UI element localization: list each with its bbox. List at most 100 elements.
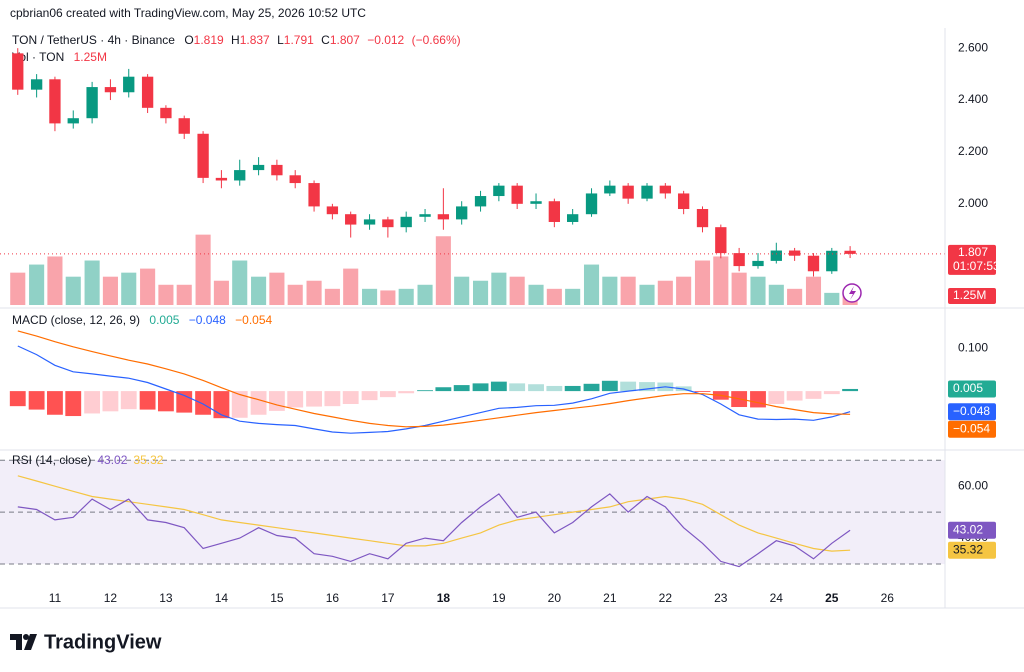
macd-histogram-bar <box>564 385 581 392</box>
volume-bar <box>140 268 156 305</box>
macd-histogram-bar <box>768 391 785 405</box>
candle-body <box>807 255 820 272</box>
x-tick-label: 17 <box>381 591 395 605</box>
candle-body <box>30 79 43 90</box>
candle-body <box>326 206 339 215</box>
rsi-badge: 43.02 <box>953 522 983 536</box>
candle-body <box>715 227 727 254</box>
rsi-ma-badge: 35.32 <box>953 542 983 556</box>
candle-body <box>345 214 357 225</box>
histogram-badge-bg <box>948 380 996 398</box>
macd-value: −0.048 <box>189 313 226 327</box>
candle-body <box>141 76 154 108</box>
x-tick-label: 16 <box>326 591 340 605</box>
macd-histogram-bar <box>176 391 193 413</box>
candle-body <box>788 250 801 256</box>
close-value: 1.807 <box>330 33 360 47</box>
x-tick-label: 19 <box>492 591 506 605</box>
logo: TradingView <box>10 631 162 653</box>
volume-bar <box>583 264 600 305</box>
candle-body <box>641 185 653 199</box>
macd-histogram-bar <box>213 391 230 419</box>
volume-bar <box>362 288 378 305</box>
candle-body <box>659 185 671 194</box>
volume-bar <box>176 284 192 305</box>
volume-bar <box>65 276 81 305</box>
volume-bar <box>195 234 211 305</box>
candle-body <box>456 206 468 220</box>
candle-body <box>770 250 782 261</box>
volume-bar <box>787 288 803 305</box>
volume-bar <box>694 260 711 305</box>
attribution: cpbrian06 created with TradingView.com, … <box>10 6 366 20</box>
signal-line <box>17 330 851 428</box>
macd-histogram-bar <box>417 390 433 392</box>
rsi-line <box>17 493 851 568</box>
macd-histogram-bar <box>287 391 304 408</box>
candle-body <box>308 183 320 207</box>
candle-body <box>400 216 412 228</box>
volume-value: 1.25M <box>74 50 107 64</box>
replay-icon-bolt <box>849 286 856 300</box>
macd-histogram-bar <box>453 385 470 392</box>
candle-body <box>123 76 135 93</box>
logo-mark <box>24 634 37 650</box>
volume-bar <box>750 276 766 305</box>
volume-bar <box>343 268 359 305</box>
x-tick-label: 24 <box>770 591 784 605</box>
macd-histogram-bar <box>509 383 526 392</box>
change: −0.012 <box>367 33 404 47</box>
volume-bar <box>10 272 26 305</box>
x-tick-label: 26 <box>881 591 895 605</box>
candle-body <box>12 53 24 90</box>
volume-legend: Vol · TON 1.25M <box>12 50 107 64</box>
rsi-ma-line <box>17 475 851 552</box>
macd-histogram-bar <box>528 384 544 392</box>
macd-histogram-bar <box>361 391 378 401</box>
candle-body <box>104 87 117 93</box>
x-tick-label: 23 <box>714 591 728 605</box>
macd-histogram-bar <box>620 381 637 392</box>
volume-bar <box>509 276 525 305</box>
volume-bar <box>639 284 655 305</box>
candle-body <box>234 170 246 181</box>
volume-bar <box>657 280 673 305</box>
x-tick-label: 13 <box>159 591 173 605</box>
volume-bar <box>251 276 267 305</box>
macd-histogram-bar <box>379 391 396 398</box>
volume-bar <box>713 256 729 305</box>
macd-histogram-bar <box>324 391 341 407</box>
x-tick-label: 14 <box>215 591 229 605</box>
volume-bar <box>380 290 396 305</box>
high-value: 1.837 <box>240 33 270 47</box>
candle-body <box>197 133 209 178</box>
macd-histogram-bar <box>120 391 137 410</box>
volume-bar <box>676 276 692 305</box>
x-tick-label: 20 <box>548 591 562 605</box>
candle-body <box>86 87 98 119</box>
candle-body <box>844 250 856 254</box>
macd-histogram-bar <box>639 382 655 392</box>
price-tick-label: 2.000 <box>958 196 988 210</box>
logo-mark <box>10 634 22 650</box>
volume-bar <box>768 284 784 305</box>
rsi-tick-label: 60.00 <box>958 478 988 492</box>
ohlc-letter: H <box>231 33 240 47</box>
candle-body <box>215 177 228 181</box>
volume-bar <box>620 276 636 305</box>
candle-body <box>160 107 172 119</box>
volume-bar <box>269 272 285 305</box>
ohlc-letter: O <box>184 33 193 47</box>
candle-body <box>178 118 190 134</box>
volume-bar <box>602 276 618 305</box>
volume-bar <box>324 288 340 305</box>
macd-histogram-bar <box>786 391 803 401</box>
candle-body <box>604 185 616 194</box>
candle-body <box>696 209 709 228</box>
macd-histogram-bar <box>342 391 359 405</box>
signal-value: −0.054 <box>235 313 272 327</box>
volume-bar <box>232 260 248 305</box>
x-tick-label: 12 <box>104 591 118 605</box>
replay-icon[interactable] <box>842 283 862 303</box>
